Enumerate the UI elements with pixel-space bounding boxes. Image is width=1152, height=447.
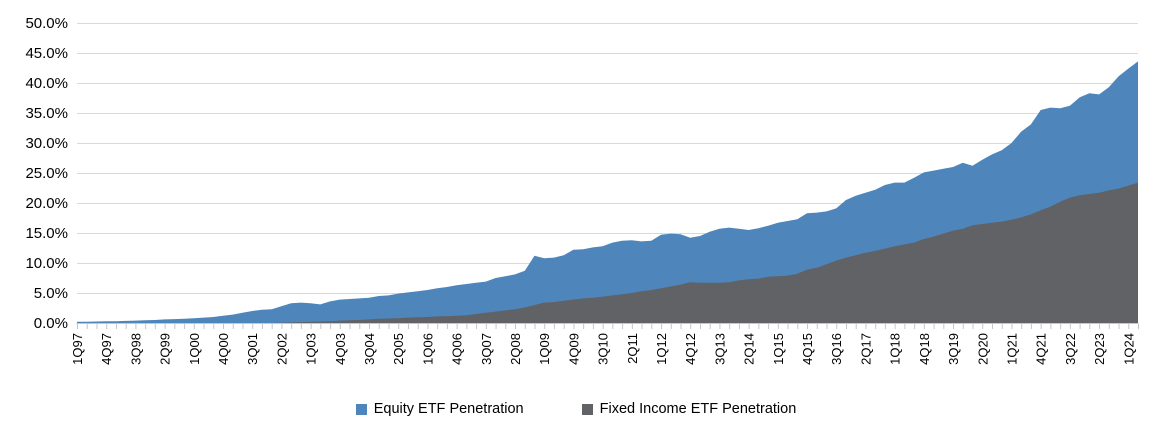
- x-axis-label: 3Q07: [479, 333, 494, 365]
- x-axis-label: 1Q18: [888, 333, 903, 365]
- x-axis-label: 3Q04: [362, 333, 377, 365]
- x-axis-label: 2Q17: [858, 333, 873, 365]
- fixed-income-series-swatch-icon: [581, 403, 593, 415]
- x-axis-label: 4Q06: [450, 333, 465, 365]
- x-axis-label: 1Q06: [420, 333, 435, 365]
- x-axis-label: 3Q01: [245, 333, 260, 365]
- x-axis-label: 3Q22: [1063, 333, 1078, 365]
- x-axis-label: 2Q02: [274, 333, 289, 365]
- x-axis-label: 3Q98: [128, 333, 143, 365]
- legend-label-equity: Equity ETF Penetration: [373, 401, 524, 417]
- x-axis-label: 2Q99: [158, 333, 173, 365]
- x-axis-label: 1Q97: [70, 333, 85, 365]
- equity-series-swatch-icon: [355, 403, 367, 415]
- y-axis-label: 15.0%: [25, 225, 68, 242]
- x-axis-label: 3Q10: [596, 333, 611, 365]
- x-axis-label: 1Q03: [304, 333, 319, 365]
- x-axis-label: 4Q09: [566, 333, 581, 365]
- y-axis-label: 5.0%: [34, 285, 68, 302]
- y-axis-label: 25.0%: [25, 165, 68, 182]
- y-axis-label: 45.0%: [25, 45, 68, 62]
- x-axis-label: 4Q97: [99, 333, 114, 365]
- x-axis-label: 2Q20: [975, 333, 990, 365]
- x-axis-label: 4Q12: [683, 333, 698, 365]
- x-axis-label: 4Q18: [917, 333, 932, 365]
- x-axis-label: 4Q15: [800, 333, 815, 365]
- fixed-income-area-series: [77, 182, 1138, 323]
- y-axis-label: 40.0%: [25, 75, 68, 92]
- y-axis-label: 30.0%: [25, 135, 68, 152]
- x-axis-label: 1Q24: [1121, 333, 1136, 365]
- x-axis-label: 2Q11: [625, 333, 640, 364]
- x-axis-label: 2Q14: [742, 333, 757, 365]
- y-axis-label: 50.0%: [25, 15, 68, 32]
- x-axis-label: 1Q00: [187, 333, 202, 365]
- y-axis-label: 20.0%: [25, 195, 68, 212]
- x-axis-label: 1Q09: [537, 333, 552, 365]
- legend-item-fixed-income: Fixed Income ETF Penetration: [581, 401, 797, 417]
- x-axis-label: 3Q16: [829, 333, 844, 365]
- x-axis-label: 4Q21: [1034, 333, 1049, 365]
- x-axis-label: 1Q15: [771, 333, 786, 365]
- chart-legend: Equity ETF Penetration Fixed Income ETF …: [0, 401, 1152, 417]
- x-axis-label: 3Q13: [712, 333, 727, 365]
- y-axis-label: 0.0%: [34, 315, 68, 332]
- y-axis-label: 10.0%: [25, 255, 68, 272]
- y-axis-label: 35.0%: [25, 105, 68, 122]
- x-axis-label: 3Q19: [946, 333, 961, 365]
- x-axis-label: 4Q03: [333, 333, 348, 365]
- x-axis-label: 2Q08: [508, 333, 523, 365]
- x-axis-label: 1Q12: [654, 333, 669, 365]
- legend-label-fixed-income: Fixed Income ETF Penetration: [599, 401, 797, 417]
- legend-item-equity: Equity ETF Penetration: [355, 401, 524, 417]
- x-axis-label: 1Q21: [1005, 333, 1020, 365]
- x-axis-label: 2Q23: [1092, 333, 1107, 365]
- x-axis-label: 2Q05: [391, 333, 406, 365]
- x-axis-label: 4Q00: [216, 333, 231, 365]
